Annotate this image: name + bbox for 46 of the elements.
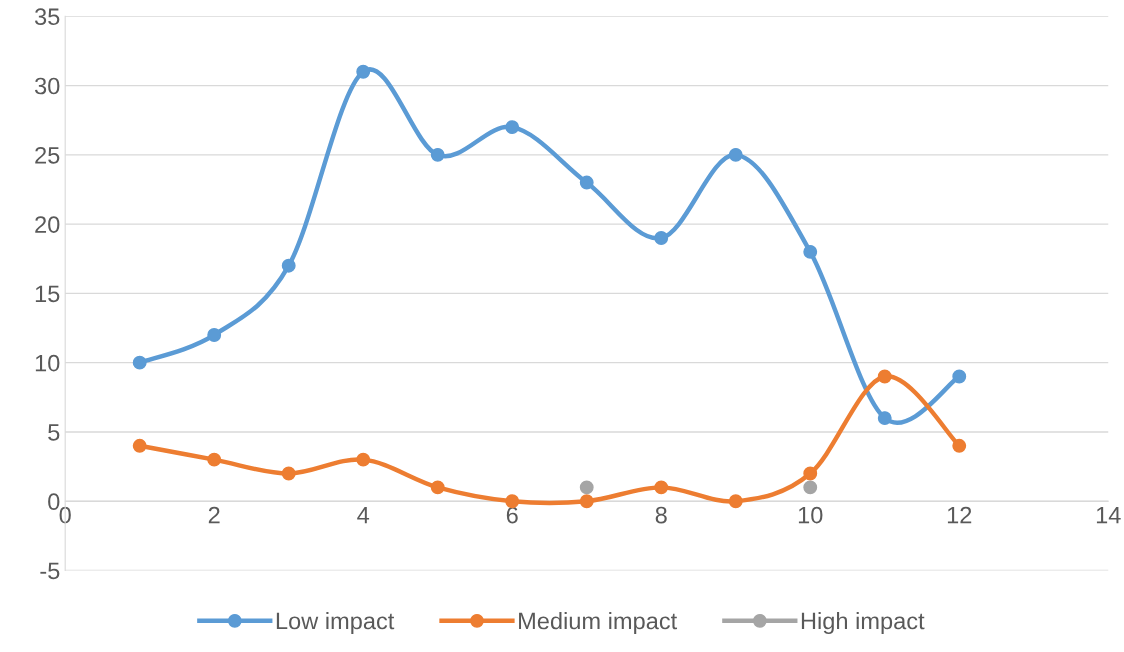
point <box>281 466 296 481</box>
point <box>505 494 520 509</box>
x-tick-label: 10 <box>798 506 823 524</box>
x-tick-label: 14 <box>1096 506 1121 524</box>
legend-label: High impact <box>801 612 925 635</box>
y-tick-label: 35 <box>34 8 60 26</box>
point <box>207 328 222 342</box>
point <box>356 64 371 79</box>
point <box>579 175 594 190</box>
point <box>356 452 371 467</box>
legend-label: Medium impact <box>519 612 678 635</box>
y-tick-label: 5 <box>48 424 60 441</box>
point <box>654 231 669 245</box>
y-tick-label: -5 <box>40 562 60 580</box>
point <box>728 147 743 162</box>
point <box>579 494 594 509</box>
y-tick-label: 20 <box>35 216 60 233</box>
y-tick-label: 15 <box>35 285 60 303</box>
point <box>207 452 222 467</box>
x-tick-label: 12 <box>947 506 972 524</box>
x-tick-label: 0 <box>59 506 71 524</box>
y-tick-label: 10 <box>35 354 60 372</box>
point <box>803 480 818 495</box>
y-tick-label: 30 <box>34 77 60 95</box>
point <box>132 438 147 453</box>
point <box>877 411 892 426</box>
point <box>281 258 296 273</box>
x-tick-label: 4 <box>357 506 370 524</box>
point <box>654 480 669 495</box>
point <box>877 369 892 384</box>
legend-label: Low impact <box>276 612 395 635</box>
x-tick-label: 6 <box>506 506 518 524</box>
point <box>728 494 743 509</box>
point <box>505 120 520 135</box>
y-tick-label: 0 <box>48 493 60 511</box>
point <box>803 466 818 481</box>
point <box>803 244 818 259</box>
x-tick-label: 8 <box>655 506 667 524</box>
point <box>430 480 445 495</box>
point <box>952 369 967 384</box>
point <box>952 438 967 453</box>
point <box>579 480 594 495</box>
point <box>132 355 147 370</box>
point <box>430 147 445 162</box>
y-tick-label: 25 <box>35 146 60 164</box>
x-tick-label: 2 <box>208 506 220 524</box>
